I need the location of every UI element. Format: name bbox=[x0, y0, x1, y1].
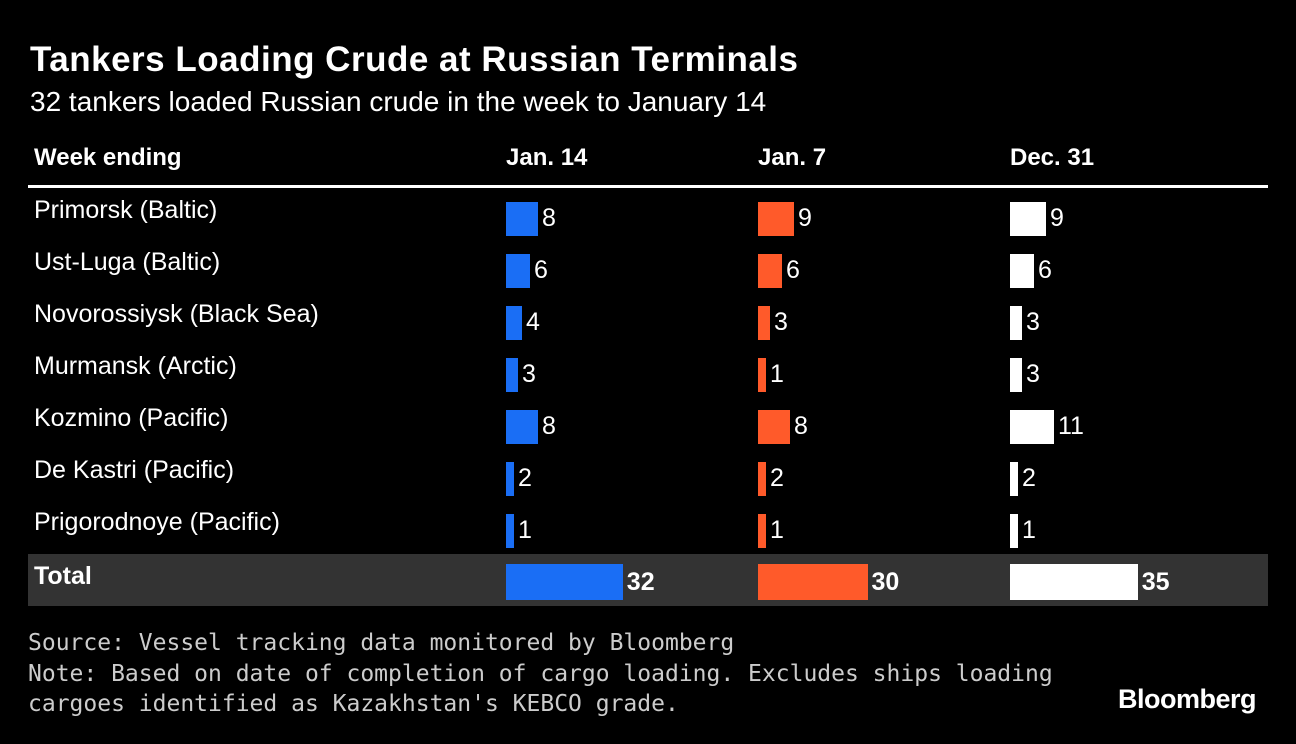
bar-jan14 bbox=[506, 564, 623, 600]
value-label-dec31: 35 bbox=[1141, 568, 1170, 596]
bar-jan14 bbox=[506, 462, 514, 496]
bar-jan14 bbox=[506, 202, 538, 236]
value-label-jan14: 8 bbox=[542, 204, 556, 232]
bar-jan7 bbox=[758, 358, 766, 392]
table-row: Ust-Luga (Baltic) 6 6 6 bbox=[28, 240, 1268, 292]
bar-dec31 bbox=[1010, 410, 1054, 444]
value-label-jan7: 2 bbox=[770, 464, 784, 492]
value-label-dec31: 3 bbox=[1026, 360, 1040, 388]
table-row: De Kastri (Pacific) 2 2 2 bbox=[28, 448, 1268, 500]
value-label-jan14: 1 bbox=[518, 516, 532, 544]
value-label-dec31: 1 bbox=[1022, 516, 1036, 544]
bar-jan7 bbox=[758, 564, 868, 600]
value-label-jan14: 8 bbox=[542, 412, 556, 440]
row-header: Week ending bbox=[34, 144, 182, 171]
row-label: Prigorodnoye (Pacific) bbox=[34, 508, 280, 536]
value-label-jan7: 3 bbox=[774, 308, 788, 336]
table-row: Prigorodnoye (Pacific) 1 1 1 bbox=[28, 500, 1268, 552]
note-line-2: cargoes identified as Kazakhstan's KEBCO… bbox=[28, 691, 679, 717]
row-label: Primorsk (Baltic) bbox=[34, 196, 218, 224]
bar-jan7 bbox=[758, 514, 766, 548]
value-label-jan7: 8 bbox=[794, 412, 808, 440]
value-label-dec31: 9 bbox=[1050, 204, 1064, 232]
bar-jan7 bbox=[758, 254, 782, 288]
column-header-jan7: Jan. 7 bbox=[758, 144, 827, 171]
table-row: Primorsk (Baltic) 8 9 9 bbox=[28, 188, 1268, 240]
bar-dec31 bbox=[1010, 462, 1018, 496]
bar-dec31 bbox=[1010, 254, 1034, 288]
column-header-dec31: Dec. 31 bbox=[1010, 144, 1095, 171]
value-label-jan14: 6 bbox=[534, 256, 548, 284]
value-label-jan7: 1 bbox=[770, 360, 784, 388]
value-label-jan7: 1 bbox=[770, 516, 784, 544]
value-label-dec31: 11 bbox=[1058, 412, 1084, 440]
value-label-dec31: 3 bbox=[1026, 308, 1040, 336]
table-row: Novorossiysk (Black Sea) 4 3 3 bbox=[28, 292, 1268, 344]
bar-jan14 bbox=[506, 410, 538, 444]
row-label: Kozmino (Pacific) bbox=[34, 404, 229, 432]
value-label-dec31: 6 bbox=[1038, 256, 1052, 284]
value-label-jan7: 30 bbox=[871, 568, 900, 596]
bloomberg-logo: Bloomberg bbox=[1117, 684, 1257, 714]
row-label: Murmansk (Arctic) bbox=[34, 352, 237, 380]
bar-jan7 bbox=[758, 202, 794, 236]
total-row: Total 32 30 35 bbox=[28, 554, 1268, 606]
value-label-jan14: 3 bbox=[522, 360, 536, 388]
chart-subtitle: 32 tankers loaded Russian crude in the w… bbox=[30, 86, 767, 117]
bar-dec31 bbox=[1010, 514, 1018, 548]
bar-jan14 bbox=[506, 254, 530, 288]
row-label: Ust-Luga (Baltic) bbox=[34, 248, 221, 276]
source-note: Source: Vessel tracking data monitored b… bbox=[28, 630, 735, 656]
value-label-jan7: 9 bbox=[798, 204, 812, 232]
value-label-jan7: 6 bbox=[786, 256, 800, 284]
value-label-dec31: 2 bbox=[1022, 464, 1036, 492]
note-line-1: Note: Based on date of completion of car… bbox=[28, 661, 1053, 687]
bar-jan7 bbox=[758, 410, 790, 444]
bar-jan7 bbox=[758, 306, 770, 340]
table-row: Kozmino (Pacific) 8 8 11 bbox=[28, 396, 1268, 448]
bar-jan14 bbox=[506, 306, 522, 340]
table-row: Murmansk (Arctic) 3 1 3 bbox=[28, 344, 1268, 396]
header-divider bbox=[28, 185, 1268, 188]
value-label-jan14: 2 bbox=[518, 464, 532, 492]
value-label-jan14: 32 bbox=[626, 568, 655, 596]
chart-title: Tankers Loading Crude at Russian Termina… bbox=[30, 40, 799, 79]
bar-dec31 bbox=[1010, 306, 1022, 340]
bar-jan14 bbox=[506, 358, 518, 392]
column-header-jan14: Jan. 14 bbox=[506, 144, 588, 171]
bar-jan7 bbox=[758, 462, 766, 496]
value-label-jan14: 4 bbox=[526, 308, 540, 336]
bar-dec31 bbox=[1010, 202, 1046, 236]
bar-dec31 bbox=[1010, 358, 1022, 392]
bar-jan14 bbox=[506, 514, 514, 548]
row-label: Novorossiysk (Black Sea) bbox=[34, 300, 319, 328]
total-label: Total bbox=[34, 562, 92, 590]
row-label: De Kastri (Pacific) bbox=[34, 456, 235, 484]
bar-dec31 bbox=[1010, 564, 1138, 600]
